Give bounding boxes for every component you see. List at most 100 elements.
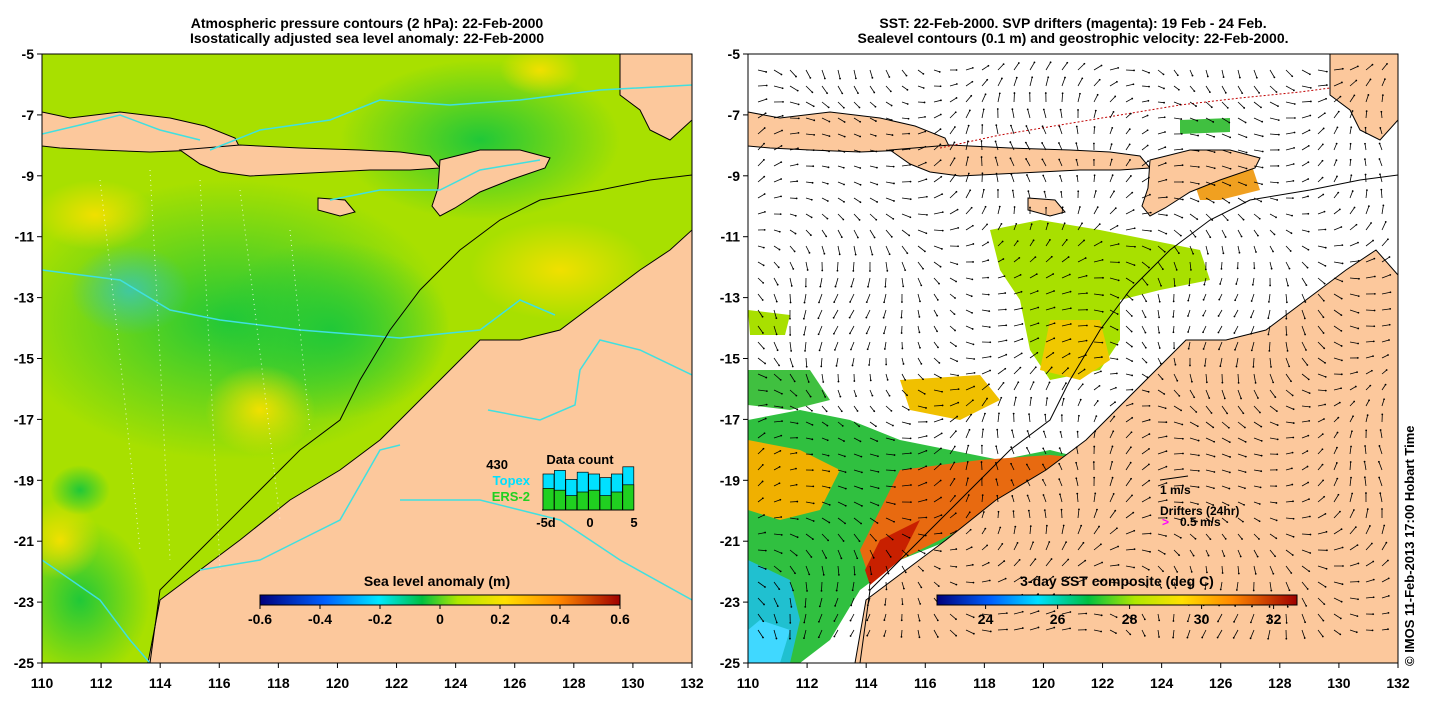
velocity-arrow-head	[1270, 267, 1273, 270]
velocity-arrow	[1365, 385, 1371, 391]
velocity-arrow	[949, 446, 956, 455]
velocity-arrow	[821, 421, 828, 426]
velocity-arrow-head	[1029, 525, 1032, 528]
velocity-arrow-head	[1174, 587, 1177, 589]
velocity-arrow-head	[1061, 206, 1064, 209]
velocity-arrow	[1252, 277, 1255, 285]
velocity-arrow-head	[795, 75, 797, 78]
velocity-arrow	[1301, 565, 1310, 572]
velocity-arrow-head	[1036, 575, 1038, 578]
velocity-arrow	[1173, 85, 1180, 91]
colorbar-tick-label: 0.2	[490, 611, 510, 627]
velocity-arrow-head	[1342, 565, 1344, 567]
velocity-arrow	[949, 97, 957, 103]
velocity-arrow-head	[761, 480, 764, 483]
velocity-arrow	[1189, 261, 1192, 270]
velocity-arrow	[1269, 389, 1276, 398]
velocity-arrow	[1285, 533, 1294, 538]
velocity-arrow	[1010, 174, 1015, 183]
velocity-arrow	[1141, 357, 1147, 363]
velocity-arrow	[1333, 209, 1341, 215]
velocity-arrow-head	[1196, 119, 1199, 122]
velocity-arrow	[1285, 421, 1294, 424]
velocity-arrow-head	[851, 589, 854, 592]
velocity-arrow	[901, 148, 910, 151]
velocity-arrow-head	[1189, 364, 1191, 367]
velocity-arrow	[917, 146, 926, 151]
velocity-arrow	[1125, 431, 1132, 439]
velocity-arrow-head	[1324, 361, 1326, 364]
velocity-arrow	[1237, 101, 1245, 109]
velocity-arrow-head	[762, 347, 765, 350]
velocity-arrow-head	[1387, 577, 1390, 580]
velocity-arrow	[1173, 517, 1183, 521]
velocity-arrow-head	[1235, 589, 1238, 591]
velocity-arrow-head	[1032, 381, 1035, 384]
velocity-arrow-head	[1304, 301, 1307, 303]
velocity-arrow-head	[1053, 337, 1056, 340]
velocity-arrow-head	[1243, 503, 1245, 506]
velocity-arrow-head	[986, 223, 988, 226]
velocity-arrow-head	[1079, 398, 1082, 401]
velocity-arrow-head	[1116, 328, 1119, 331]
velocity-arrow-head	[1321, 159, 1324, 162]
velocity-arrow-head	[1181, 164, 1184, 167]
velocity-arrow	[1251, 293, 1255, 302]
velocity-arrow-head	[1094, 190, 1097, 192]
velocity-arrow-head	[936, 636, 939, 638]
velocity-arrow-head	[996, 108, 999, 110]
velocity-arrow-head	[883, 619, 886, 621]
velocity-arrow	[997, 413, 1000, 423]
velocity-arrow-head	[888, 394, 891, 397]
velocity-arrow	[869, 389, 873, 396]
left-lon-tick-label: 118	[267, 675, 290, 691]
velocity-arrow-head	[817, 636, 820, 639]
velocity-arrow-head	[1021, 627, 1024, 629]
velocity-arrow	[1013, 611, 1023, 615]
velocity-arrow-head	[1232, 636, 1235, 639]
velocity-arrow-head	[955, 530, 958, 533]
velocity-arrow	[1333, 357, 1343, 361]
velocity-arrow-head	[1258, 503, 1261, 505]
boundary-lines	[42, 84, 692, 663]
velocity-arrow-head	[840, 557, 843, 560]
velocity-arrow	[1285, 517, 1294, 520]
velocity-arrow-head	[1357, 241, 1359, 244]
velocity-arrow-head	[859, 201, 862, 204]
velocity-arrow	[1027, 109, 1031, 119]
velocity-arrow-head	[972, 632, 975, 635]
velocity-arrow	[869, 533, 877, 541]
velocity-arrow-head	[1182, 452, 1184, 455]
velocity-arrow	[1125, 581, 1134, 586]
velocity-arrow-head	[849, 619, 852, 622]
velocity-arrow	[1125, 325, 1132, 332]
velocity-arrow-head	[936, 299, 939, 301]
velocity-arrow-head	[861, 505, 863, 507]
velocity-arrow-head	[1064, 76, 1066, 79]
velocity-arrow	[837, 405, 843, 412]
velocity-arrow-head	[1389, 307, 1392, 310]
velocity-arrow	[1285, 277, 1289, 286]
velocity-arrow-head	[1365, 429, 1368, 432]
velocity-arrow-head	[1209, 91, 1211, 94]
velocity-arrow-head	[1223, 555, 1226, 557]
velocity-arrow-head	[1309, 533, 1312, 536]
velocity-arrow-head	[1304, 621, 1307, 624]
velocity-arrow	[981, 629, 991, 632]
velocity-arrow-head	[970, 94, 973, 97]
velocity-arrow-head	[924, 115, 926, 118]
velocity-arrow-head	[775, 317, 778, 320]
velocity-arrow-head	[861, 487, 864, 490]
velocity-arrow-head	[1098, 525, 1100, 528]
velocity-arrow	[885, 213, 894, 220]
velocity-arrow	[1285, 389, 1293, 396]
velocity-arrow-head	[973, 358, 976, 360]
velocity-arrow	[1029, 366, 1037, 375]
velocity-arrow-head	[812, 105, 815, 108]
velocity-arrow	[1317, 245, 1326, 249]
velocity-arrow	[965, 141, 969, 151]
velocity-arrow	[1093, 400, 1099, 407]
velocity-arrow-head	[842, 540, 845, 542]
velocity-arrow-head	[1245, 167, 1248, 170]
velocity-arrow	[849, 309, 855, 318]
